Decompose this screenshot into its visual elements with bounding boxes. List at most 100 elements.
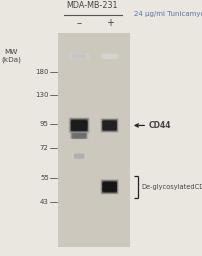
FancyBboxPatch shape	[73, 153, 84, 159]
FancyBboxPatch shape	[70, 54, 87, 59]
FancyBboxPatch shape	[101, 120, 117, 131]
FancyBboxPatch shape	[103, 182, 116, 192]
FancyBboxPatch shape	[73, 153, 85, 159]
FancyBboxPatch shape	[69, 118, 89, 133]
FancyBboxPatch shape	[102, 54, 116, 59]
FancyBboxPatch shape	[102, 121, 116, 130]
Text: De-glycosylatedCD44: De-glycosylatedCD44	[140, 184, 202, 190]
FancyBboxPatch shape	[74, 154, 83, 159]
FancyBboxPatch shape	[102, 120, 116, 131]
FancyBboxPatch shape	[72, 133, 85, 138]
FancyBboxPatch shape	[99, 118, 119, 133]
FancyBboxPatch shape	[73, 54, 85, 59]
Text: 72: 72	[40, 145, 48, 152]
FancyBboxPatch shape	[99, 179, 119, 195]
FancyBboxPatch shape	[72, 153, 86, 160]
FancyBboxPatch shape	[104, 54, 115, 58]
FancyBboxPatch shape	[100, 54, 118, 59]
FancyBboxPatch shape	[72, 120, 86, 131]
FancyBboxPatch shape	[68, 118, 89, 133]
Text: MDA-MB-231: MDA-MB-231	[66, 1, 118, 10]
FancyBboxPatch shape	[101, 180, 118, 194]
Text: 24 μg/ml Tunicamycin, 16 hr: 24 μg/ml Tunicamycin, 16 hr	[133, 11, 202, 17]
FancyBboxPatch shape	[70, 119, 88, 132]
FancyBboxPatch shape	[69, 132, 88, 140]
FancyBboxPatch shape	[72, 133, 86, 139]
FancyBboxPatch shape	[103, 121, 115, 130]
FancyBboxPatch shape	[101, 180, 117, 194]
FancyBboxPatch shape	[70, 119, 87, 132]
FancyBboxPatch shape	[71, 54, 87, 59]
Text: CD44: CD44	[147, 121, 170, 130]
Text: 180: 180	[35, 69, 48, 75]
Text: MW
(kDa): MW (kDa)	[1, 49, 21, 63]
FancyBboxPatch shape	[101, 54, 117, 59]
FancyBboxPatch shape	[101, 54, 117, 59]
FancyBboxPatch shape	[73, 133, 85, 138]
FancyBboxPatch shape	[103, 54, 116, 59]
FancyBboxPatch shape	[102, 120, 116, 131]
FancyBboxPatch shape	[102, 181, 116, 193]
FancyBboxPatch shape	[68, 117, 90, 134]
FancyBboxPatch shape	[99, 118, 119, 133]
FancyBboxPatch shape	[70, 53, 88, 59]
FancyBboxPatch shape	[99, 117, 120, 134]
FancyBboxPatch shape	[102, 182, 116, 192]
FancyBboxPatch shape	[103, 54, 115, 58]
FancyBboxPatch shape	[69, 53, 88, 59]
FancyBboxPatch shape	[72, 54, 86, 59]
FancyBboxPatch shape	[69, 53, 89, 60]
FancyBboxPatch shape	[99, 179, 119, 195]
FancyBboxPatch shape	[72, 153, 86, 160]
FancyBboxPatch shape	[67, 117, 90, 134]
FancyBboxPatch shape	[100, 119, 118, 132]
FancyBboxPatch shape	[74, 154, 83, 158]
FancyBboxPatch shape	[72, 54, 86, 58]
FancyBboxPatch shape	[69, 132, 88, 139]
FancyBboxPatch shape	[71, 120, 86, 131]
FancyBboxPatch shape	[72, 153, 86, 159]
FancyBboxPatch shape	[69, 118, 88, 133]
FancyBboxPatch shape	[71, 133, 86, 138]
FancyBboxPatch shape	[68, 132, 89, 140]
Text: +: +	[105, 18, 113, 28]
FancyBboxPatch shape	[103, 182, 115, 192]
FancyBboxPatch shape	[100, 179, 118, 194]
FancyBboxPatch shape	[103, 120, 116, 131]
FancyBboxPatch shape	[101, 180, 117, 193]
FancyBboxPatch shape	[74, 154, 84, 158]
FancyBboxPatch shape	[101, 54, 117, 59]
FancyBboxPatch shape	[99, 178, 120, 195]
FancyBboxPatch shape	[100, 53, 118, 59]
FancyBboxPatch shape	[74, 153, 84, 159]
FancyBboxPatch shape	[69, 132, 89, 140]
FancyBboxPatch shape	[100, 54, 118, 59]
FancyBboxPatch shape	[71, 132, 87, 139]
Text: 43: 43	[40, 199, 48, 205]
FancyBboxPatch shape	[69, 53, 88, 59]
FancyBboxPatch shape	[101, 119, 118, 132]
FancyBboxPatch shape	[102, 54, 116, 59]
Text: –: –	[76, 18, 81, 28]
FancyBboxPatch shape	[102, 55, 116, 58]
FancyBboxPatch shape	[71, 54, 86, 59]
FancyBboxPatch shape	[71, 133, 86, 139]
FancyBboxPatch shape	[68, 53, 89, 60]
FancyBboxPatch shape	[73, 153, 84, 159]
FancyBboxPatch shape	[101, 119, 117, 132]
FancyBboxPatch shape	[70, 132, 88, 139]
FancyBboxPatch shape	[72, 153, 85, 159]
FancyBboxPatch shape	[70, 119, 87, 132]
FancyBboxPatch shape	[70, 132, 87, 139]
FancyBboxPatch shape	[72, 54, 86, 59]
FancyBboxPatch shape	[74, 154, 84, 159]
FancyBboxPatch shape	[72, 54, 85, 59]
FancyBboxPatch shape	[68, 132, 90, 140]
FancyBboxPatch shape	[72, 120, 86, 131]
Text: 95: 95	[40, 121, 48, 127]
FancyBboxPatch shape	[100, 118, 118, 133]
FancyBboxPatch shape	[100, 180, 118, 194]
FancyBboxPatch shape	[67, 116, 91, 134]
FancyBboxPatch shape	[103, 54, 115, 59]
FancyBboxPatch shape	[70, 120, 87, 131]
